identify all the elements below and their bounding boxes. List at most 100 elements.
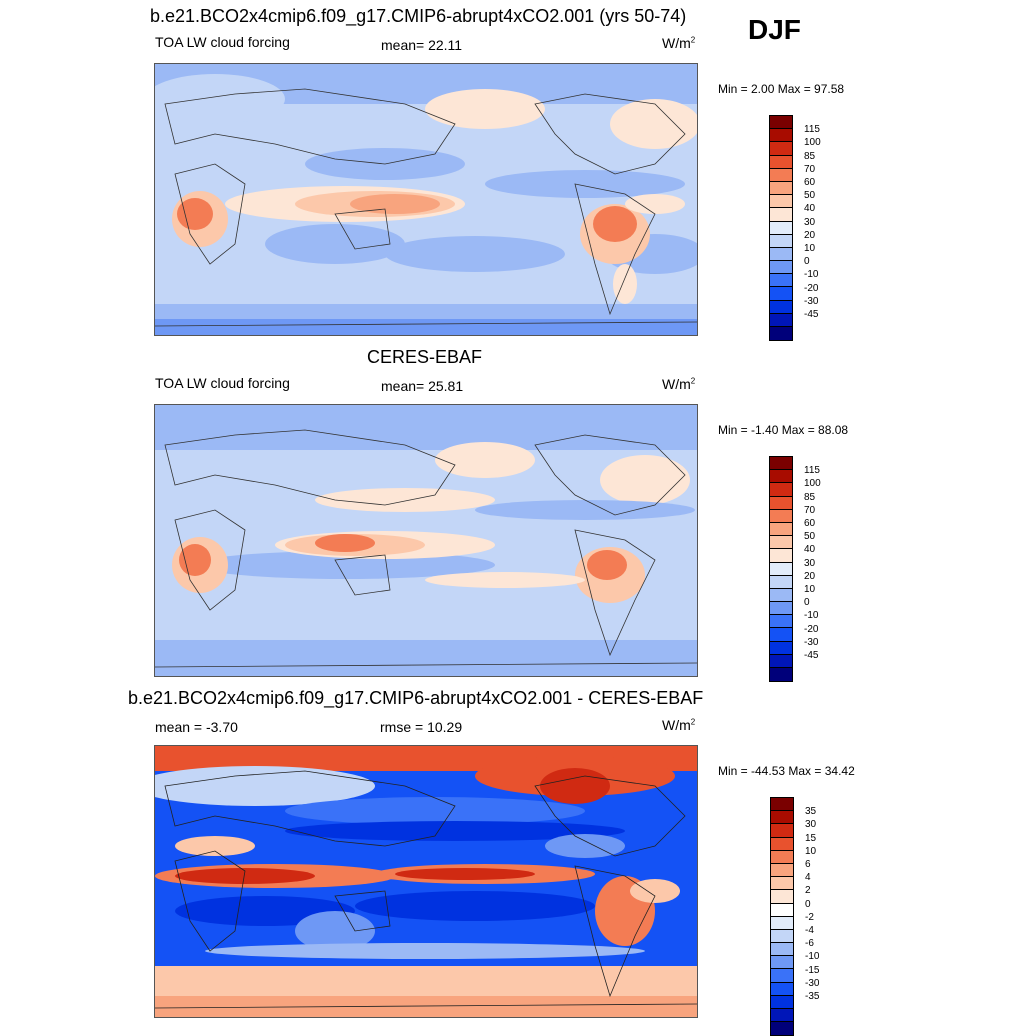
colorbar-tick-label: -45 — [804, 650, 819, 661]
colorbar-swatch — [771, 798, 793, 812]
colorbar-tick-label: -30 — [804, 295, 819, 307]
colorbar-tick-label: 50 — [804, 531, 816, 543]
colorbar-swatch — [770, 483, 792, 497]
colorbar-swatch — [770, 142, 792, 156]
colorbar-swatch — [770, 615, 792, 629]
colorbar-swatch — [771, 890, 793, 904]
colorbar-swatch — [770, 129, 792, 143]
panel3-colorbar — [770, 797, 794, 1036]
colorbar-tick-label: -15 — [805, 964, 820, 976]
colorbar-tick-label: 100 — [804, 478, 821, 490]
colorbar-swatch — [771, 1009, 793, 1023]
colorbar-tick-label: 85 — [804, 491, 816, 503]
colorbar-swatch — [770, 168, 792, 182]
colorbar-swatch — [770, 195, 792, 209]
colorbar-tick-label: -10 — [804, 610, 819, 622]
colorbar-tick-label: 70 — [804, 163, 816, 175]
colorbar-swatch — [771, 982, 793, 996]
panel2-variable-label: TOA LW cloud forcing — [155, 375, 290, 391]
colorbar-swatch — [770, 116, 792, 130]
colorbar-swatch — [770, 588, 792, 603]
panel2-title: CERES-EBAF — [367, 347, 483, 367]
colorbar-tick-label: 30 — [804, 557, 816, 569]
colorbar-tick-label: -45 — [804, 309, 819, 320]
colorbar-tick-label: 30 — [805, 819, 817, 831]
panel2-units: W/m2 — [662, 376, 696, 392]
colorbar-tick-label: -30 — [805, 977, 820, 989]
colorbar-tick-label: 2 — [805, 885, 811, 897]
colorbar-swatch — [771, 837, 793, 851]
colorbar-swatch — [770, 327, 792, 341]
colorbar-swatch — [771, 943, 793, 957]
panel3-mean-label: mean = -3.70 — [155, 719, 238, 735]
colorbar-swatch — [770, 641, 792, 655]
panel2-map — [154, 404, 698, 677]
colorbar-swatch — [770, 261, 792, 275]
colorbar-swatch — [770, 509, 792, 523]
colorbar-swatch — [770, 300, 792, 314]
colorbar-tick-label: 4 — [805, 872, 811, 884]
panel2-minmax: Min = -1.40 Max = 88.08 — [718, 423, 849, 437]
colorbar-tick-label: 0 — [804, 256, 810, 268]
colorbar-tick-label: 85 — [804, 150, 816, 162]
colorbar-tick-label: -4 — [805, 925, 814, 936]
panel1-units: W/m2 — [662, 35, 696, 51]
colorbar-tick-label: 10 — [804, 243, 816, 254]
colorbar-tick-label: -10 — [805, 951, 820, 963]
colorbar-tick-label: 60 — [804, 177, 816, 188]
colorbar-swatch — [770, 234, 792, 248]
colorbar-tick-label: 115 — [804, 465, 820, 477]
colorbar-swatch — [770, 562, 792, 576]
colorbar-swatch — [770, 313, 792, 327]
colorbar-swatch — [770, 208, 792, 222]
panel1-colorbar — [769, 115, 793, 342]
panel3-minmax: Min = -44.53 Max = 34.42 — [718, 764, 855, 778]
colorbar-swatch — [771, 863, 793, 878]
colorbar-swatch — [770, 628, 792, 642]
colorbar-swatch — [770, 668, 792, 682]
colorbar-swatch — [771, 929, 793, 944]
colorbar-swatch — [770, 549, 792, 563]
colorbar-swatch — [771, 995, 793, 1009]
panel3-units: W/m2 — [662, 717, 696, 733]
colorbar-swatch — [770, 181, 792, 196]
colorbar-tick-label: 60 — [804, 518, 816, 529]
colorbar-tick-label: -6 — [805, 938, 814, 950]
season-label: DJF — [748, 14, 801, 45]
colorbar-tick-label: 35 — [805, 806, 817, 818]
colorbar-swatch — [771, 1022, 793, 1036]
colorbar-swatch — [770, 274, 792, 288]
colorbar-swatch — [771, 811, 793, 825]
colorbar-tick-label: 50 — [804, 190, 816, 202]
colorbar-tick-label: 40 — [804, 544, 816, 556]
colorbar-swatch — [770, 575, 792, 589]
colorbar-swatch — [770, 522, 792, 537]
colorbar-tick-label: -20 — [804, 623, 819, 635]
colorbar-tick-label: 115 — [804, 124, 820, 136]
panel2-colorbar — [769, 456, 793, 683]
panel3-title: b.e21.BCO2x4cmip6.f09_g17.CMIP6-abrupt4x… — [128, 688, 704, 708]
colorbar-swatch — [771, 916, 793, 930]
colorbar-tick-label: 70 — [804, 504, 816, 516]
colorbar-tick-label: 40 — [804, 203, 816, 215]
colorbar-tick-label: 6 — [805, 859, 811, 870]
colorbar-tick-label: 10 — [805, 845, 817, 857]
panel1-variable-label: TOA LW cloud forcing — [155, 34, 290, 50]
colorbar-tick-label: 20 — [804, 570, 816, 582]
colorbar-swatch — [770, 654, 792, 668]
colorbar-tick-label: -2 — [805, 911, 814, 923]
colorbar-tick-label: -30 — [804, 636, 819, 648]
colorbar-swatch — [771, 850, 793, 864]
colorbar-swatch — [770, 457, 792, 471]
colorbar-tick-label: 10 — [804, 584, 816, 595]
colorbar-swatch — [770, 155, 792, 169]
colorbar-tick-label: 0 — [805, 898, 811, 910]
panel1-title: b.e21.BCO2x4cmip6.f09_g17.CMIP6-abrupt4x… — [150, 6, 687, 26]
colorbar-swatch — [770, 536, 792, 550]
panel1-mean-label: mean= 22.11 — [381, 37, 463, 53]
colorbar-tick-label: -20 — [804, 282, 819, 294]
panel3-map — [154, 745, 698, 1018]
colorbar-swatch — [771, 903, 793, 917]
colorbar-swatch — [770, 287, 792, 301]
colorbar-tick-label: 30 — [804, 216, 816, 228]
